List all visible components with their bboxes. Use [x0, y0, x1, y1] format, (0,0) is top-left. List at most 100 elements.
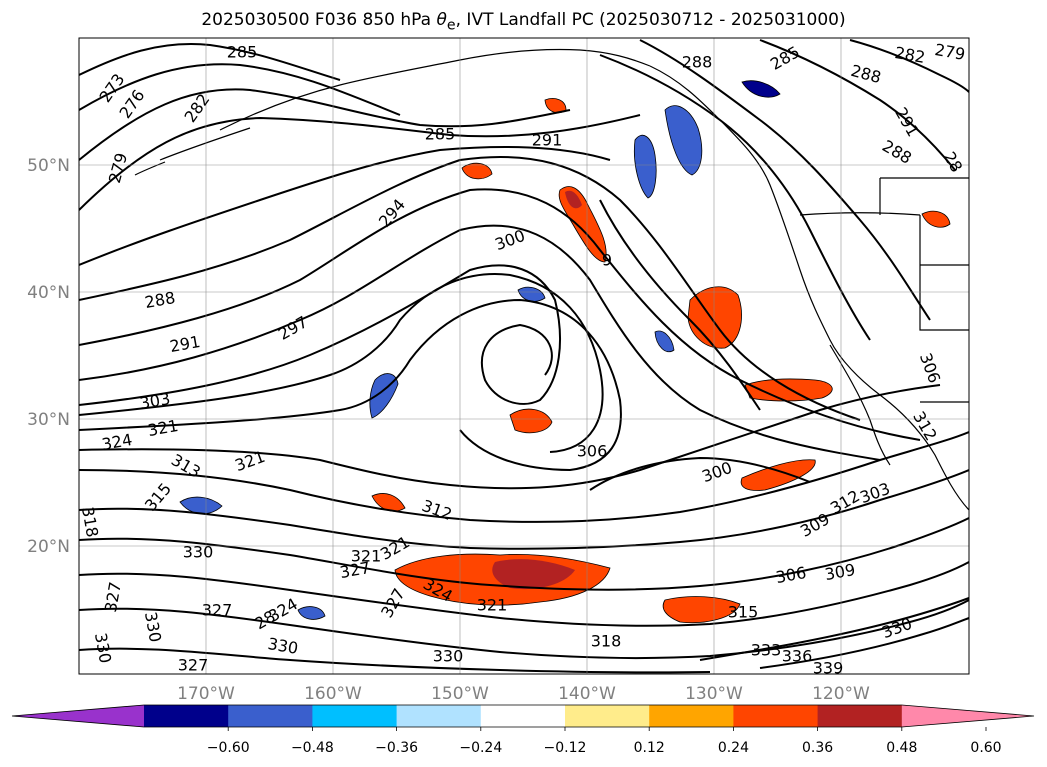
colorbar-extend-high [901, 705, 1034, 727]
contour-line [79, 273, 604, 453]
ivt-shade-negative-south-coast [654, 330, 675, 353]
colorbar-segment [396, 705, 482, 727]
colorbar: −0.60 −0.48 −0.36 −0.24 −0.12 0.12 0.24 0.36 0.4… [11, 704, 1035, 756]
colorbar-segment [144, 705, 229, 727]
contour-line [79, 88, 571, 161]
colorbar-segment [565, 705, 650, 727]
contour-line [79, 298, 622, 472]
colorbar-tick-label: 0.60 [970, 740, 1001, 756]
contour-label: 330 [183, 543, 214, 562]
contour-line [599, 54, 871, 341]
contour-label: 321 [477, 596, 508, 615]
contour-label: 330 [433, 647, 464, 666]
colorbar-segment [480, 705, 566, 727]
contour-line [79, 63, 401, 116]
alaska-coastline [219, 48, 651, 131]
contour-line [849, 39, 969, 93]
contour-line [79, 264, 561, 406]
colorbar-tick-label: −0.48 [291, 740, 334, 756]
contour-line [79, 384, 941, 490]
contour-label: 306 [577, 442, 608, 461]
contour-line [79, 155, 861, 421]
colorbar-tick-label: −0.60 [207, 740, 250, 756]
ivt-shade-central-pacific [509, 408, 553, 434]
contour-line [79, 114, 641, 211]
ivt-shade-negative-inland [741, 80, 781, 98]
north-america-coastline [649, 65, 969, 511]
ivt-shade-negative-mid [517, 286, 546, 302]
ivt-shade-baja [744, 378, 833, 402]
colorbar-tick-label: 0.48 [886, 740, 917, 756]
contour-label: 291 [532, 131, 563, 150]
ivt-shade-south-band [662, 596, 741, 624]
contour-line [639, 39, 931, 321]
contour-line [759, 39, 956, 171]
latitude-axis: 50°N 40°N 30°N 20°N [27, 156, 70, 557]
contour-label: 333 [751, 641, 782, 660]
contour-label: 288 [682, 53, 713, 72]
contour-line [79, 146, 611, 266]
colorbar-segment [649, 705, 734, 727]
colorbar-tick-label: −0.36 [375, 740, 418, 756]
contour-line [79, 517, 969, 591]
colorbar-tick-label: 0.12 [634, 740, 665, 756]
ivt-shade-subtropical-core [492, 559, 575, 590]
contour-line [79, 599, 969, 660]
contour-label: 327 [202, 601, 233, 620]
ivt-shade-gulf-alaska-core [565, 190, 582, 209]
contour-label: 339 [813, 659, 844, 678]
colorbar-segment [312, 705, 398, 727]
lat-label: 50°N [27, 156, 70, 176]
map-frame [78, 37, 970, 675]
colorbar-tick-label: 0.24 [718, 740, 749, 756]
contour-label: 285 [425, 125, 456, 144]
contour-label: 321 [351, 547, 382, 566]
colorbar-tick-label: −0.24 [459, 740, 502, 756]
contour-label: 327 [178, 656, 209, 675]
colorbar-segment [733, 705, 819, 727]
lat-label: 30°N [27, 410, 70, 430]
contour-line [599, 199, 761, 411]
longitude-axis: 170°W 160°W 150°W 140°W 130°W 120°W [177, 684, 870, 704]
colorbar-tick-label: −0.12 [544, 740, 587, 756]
inland-border-3 [879, 178, 969, 331]
contour-label: 285 [227, 43, 258, 62]
ivt-shade-negative-west [179, 496, 223, 515]
map-title: 2025030500 F036 850 hPa θe, IVT Landfall… [201, 10, 846, 34]
ivt-shade-north-central [461, 162, 493, 180]
ivt-shade-pnw [921, 210, 951, 228]
ivt-shade-negative-offshore [633, 134, 657, 199]
lon-label: 130°W [685, 684, 743, 704]
contour-label: 318 [591, 632, 622, 651]
gridlines [79, 38, 969, 674]
lon-label: 170°W [177, 684, 235, 704]
lon-label: 140°W [558, 684, 616, 704]
lat-label: 40°N [27, 283, 70, 303]
colorbar-segment [817, 705, 903, 727]
lon-label: 120°W [812, 684, 870, 704]
contour-line [79, 431, 969, 523]
ivt-shade-east-pacific [740, 459, 816, 491]
contour-label: 9 [602, 251, 612, 270]
colorbar-tick-label: 0.36 [802, 740, 833, 756]
contour-line [79, 561, 969, 627]
contour-label: 318 [78, 505, 102, 538]
lon-label: 160°W [304, 684, 362, 704]
contour-label: 336 [782, 647, 813, 666]
contour-line [759, 617, 969, 669]
colorbar-segment [228, 705, 313, 727]
contour-line [79, 188, 921, 441]
contour-line [589, 456, 811, 491]
contour-line [699, 597, 969, 661]
coastlines [134, 48, 969, 511]
ivt-shade-west-band [371, 493, 406, 512]
contour-line [79, 469, 969, 550]
aleutian-islands [134, 127, 251, 176]
inland-border-4 [920, 264, 969, 403]
colorbar-outline [11, 704, 1035, 728]
baja-coastline [829, 344, 891, 466]
ivt-shade-negative-west-south [297, 606, 326, 620]
inland-border-2 [799, 212, 921, 216]
colorbar-extend-low [12, 705, 144, 727]
